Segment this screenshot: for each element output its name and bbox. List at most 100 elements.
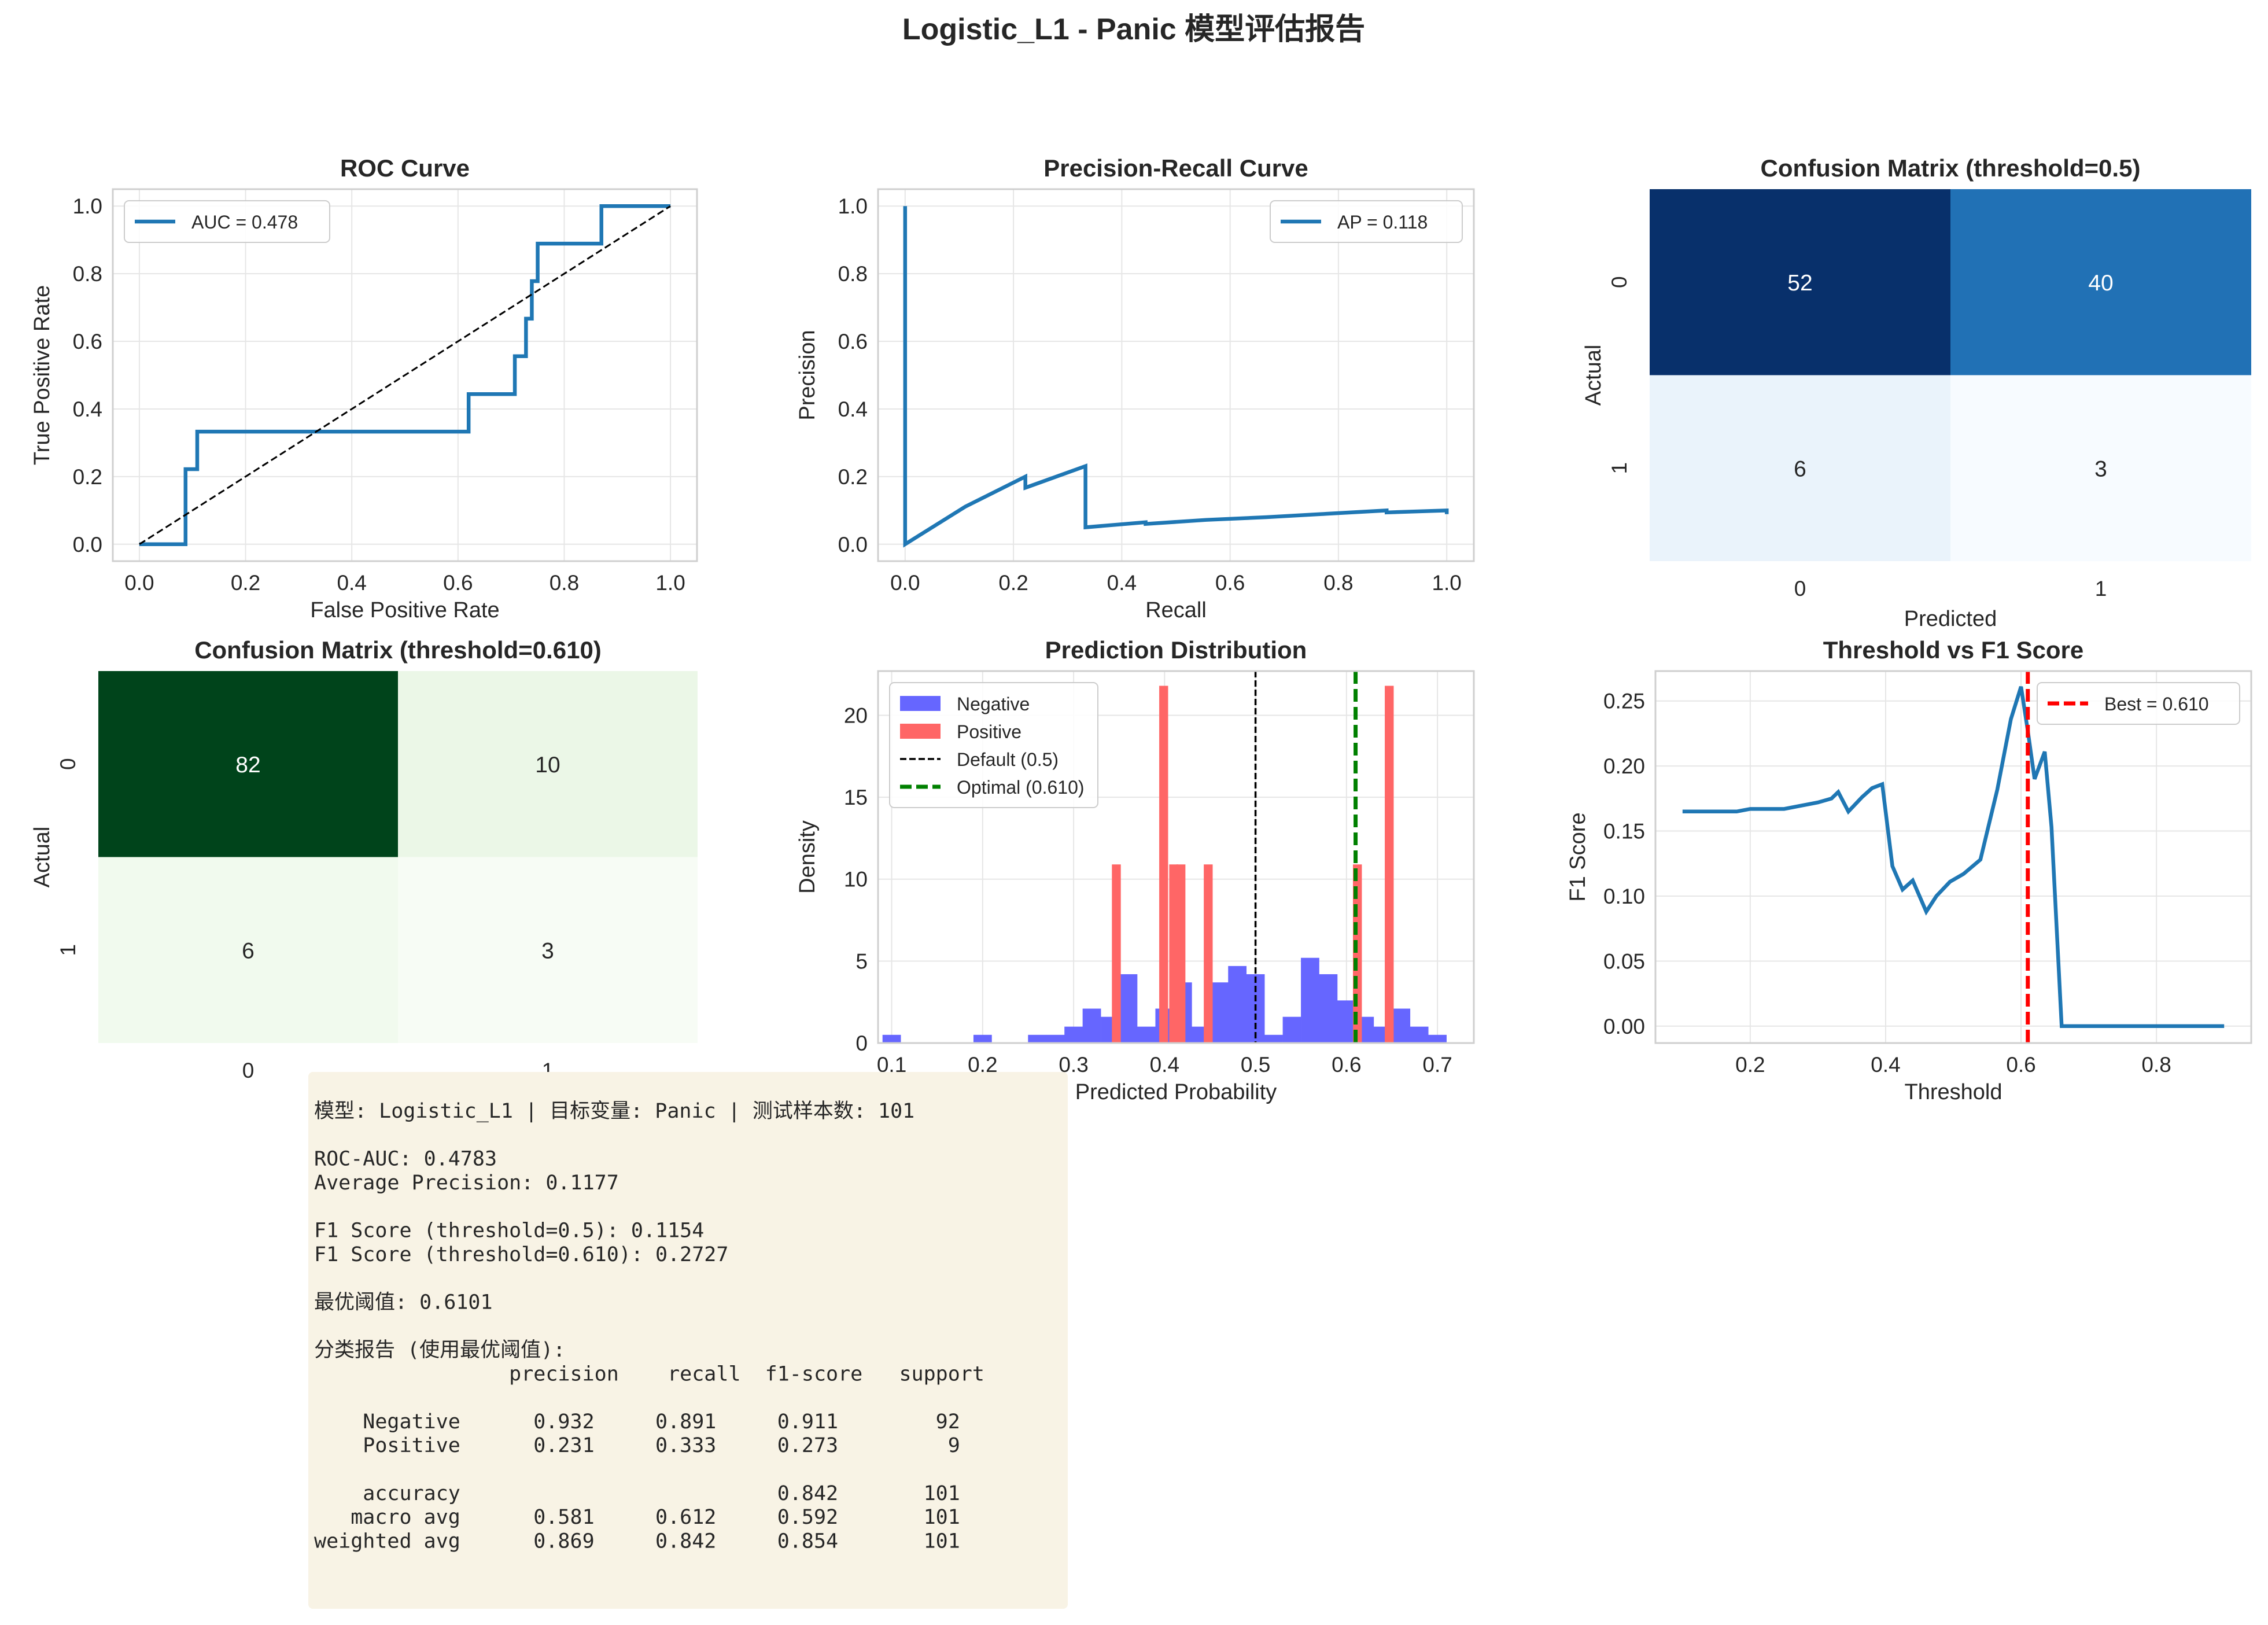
y-tick-label: 1	[56, 944, 80, 956]
y-tick-label: 20	[844, 703, 868, 727]
legend-label: AP = 0.118	[1337, 212, 1428, 233]
report-line: precision recall f1-score support	[314, 1362, 984, 1386]
report-line: weighted avg 0.869 0.842 0.854 101	[314, 1530, 960, 1553]
x-tick-label: 0	[1794, 577, 1806, 600]
x-axis-label: Threshold	[1905, 1080, 2003, 1104]
x-tick-label: 0.2	[998, 571, 1028, 595]
plot-frame	[1654, 670, 2252, 1044]
y-tick-label: 15	[844, 786, 868, 809]
report-line: F1 Score (threshold=0.610): 0.2727	[314, 1243, 728, 1266]
y-tick-label: 0	[855, 1031, 868, 1055]
plot-area	[1655, 671, 2251, 1043]
heatmap-cell	[1650, 189, 1950, 375]
histogram-bar-positive	[1204, 864, 1213, 1043]
x-tick-label: 0.4	[1150, 1053, 1179, 1077]
y-axis-label: Density	[795, 820, 820, 894]
legend-swatch	[900, 696, 941, 711]
histogram-bar-negative	[1337, 1000, 1356, 1043]
roc-curve-chart: 0.0 0.2 0.4 0.6 0.8 1.0 0.0 0.2 0.4 0.6 0.8 1.0 ROC …	[30, 154, 698, 622]
x-axis-label: False Positive Rate	[310, 598, 499, 622]
legend-box	[889, 682, 1098, 808]
x-tick-label: 0.8	[2141, 1053, 2171, 1077]
report-line: macro avg 0.581 0.612 0.592 101	[314, 1506, 960, 1529]
chart-title: Confusion Matrix (threshold=0.5)	[1761, 154, 2141, 182]
legend-label: Positive	[957, 721, 1021, 742]
heatmap-cell-value: 3	[2094, 456, 2107, 481]
x-tick-label: 0.4	[1871, 1053, 1900, 1077]
x-tick-label: 0.0	[124, 571, 154, 595]
histogram-bar-negative	[1428, 1034, 1447, 1043]
x-tick-label: 0.2	[231, 571, 260, 595]
y-tick-label: 5	[855, 949, 868, 973]
legend-box	[1270, 200, 1463, 243]
report-line: 模型: Logistic_L1 | 目标变量: Panic | 测试样本数: 1…	[314, 1100, 914, 1123]
y-tick-label: 0.10	[1603, 885, 1645, 908]
report-line: Negative 0.932 0.891 0.911 92	[314, 1410, 960, 1434]
x-tick-label: 0.0	[890, 571, 920, 595]
y-tick-label: 1	[1607, 462, 1631, 474]
y-tick-label: 0.00	[1603, 1015, 1645, 1038]
y-tick-label: 0	[56, 758, 80, 770]
series-line	[903, 206, 1449, 548]
x-tick-label: 0.6	[443, 571, 473, 595]
legend-swatch	[900, 724, 941, 739]
y-tick-label: 0.25	[1603, 690, 1645, 713]
report-line: 分类报告 (使用最优阈值):	[314, 1339, 565, 1362]
report-text-block: 模型: Logistic_L1 | 目标变量: Panic | 测试样本数: 1…	[314, 1100, 984, 1553]
heatmap-cell	[1950, 189, 2251, 375]
confusion-matrix-default-chart: 52 40 6 3 0 1 0 1 Confusion Matrix (threshold=0.…	[1581, 154, 2251, 631]
histogram-bar-positive	[1176, 864, 1186, 1043]
heatmap-cell-value: 10	[535, 753, 560, 778]
histogram-bar-negative	[1209, 982, 1229, 1043]
y-tick-label: 10	[844, 868, 868, 891]
legend-label: Negative	[957, 694, 1030, 714]
histogram-bar-negative	[1028, 1034, 1047, 1043]
plot-frame	[877, 670, 1475, 1044]
chart-title: Precision-Recall Curve	[1043, 154, 1308, 182]
x-tick-label: 0.7	[1422, 1053, 1452, 1077]
heatmap-cell-value: 6	[1794, 456, 1806, 481]
histogram-bar-positive	[1112, 864, 1121, 1043]
y-axis-label: F1 Score	[1566, 812, 1590, 901]
figure-title: Logistic_L1 - Panic 模型评估报告	[902, 13, 1365, 46]
legend-box	[124, 200, 330, 243]
heatmap-cell	[98, 671, 398, 857]
histogram-bar-negative	[1119, 974, 1138, 1043]
classification-report-box: 模型: Logistic_L1 | 目标变量: Panic | 测试样本数: 1…	[308, 1072, 1068, 1609]
diagonal-reference-line	[139, 205, 671, 546]
histogram-bar-negative	[1392, 1008, 1411, 1043]
y-axis-label: True Positive Rate	[30, 285, 54, 465]
x-tick-label: 0.4	[337, 571, 366, 595]
y-axis-label: Actual	[30, 827, 54, 888]
chart-title: Prediction Distribution	[1045, 636, 1307, 664]
histogram-bar-negative	[1410, 1026, 1429, 1043]
y-tick-label: 0.4	[73, 397, 102, 421]
heatmap-cell-value: 6	[242, 938, 255, 963]
heatmap-cell	[1650, 375, 1950, 561]
histogram-bar-negative	[1082, 1008, 1101, 1043]
chart-title: Confusion Matrix (threshold=0.610)	[194, 636, 602, 664]
y-tick-label: 0.20	[1603, 754, 1645, 778]
legend-label: Optimal (0.610)	[957, 777, 1085, 798]
threshold-f1-chart: 0.2 0.4 0.6 0.8 0.00 0.05 0.10 0.15 0.20 0.25 Thre…	[1566, 636, 2252, 1104]
report-line: accuracy 0.842 101	[314, 1482, 960, 1505]
heatmap-cell	[1950, 375, 2251, 561]
heatmap-cell-value: 40	[2088, 271, 2113, 296]
report-line: F1 Score (threshold=0.5): 0.1154	[314, 1219, 704, 1243]
y-tick-label: 0.0	[838, 533, 868, 557]
heatmap-cell-value: 3	[541, 938, 554, 963]
report-line: 最优阈值: 0.6101	[314, 1291, 493, 1314]
histogram-bar-negative	[1264, 1034, 1283, 1043]
legend-box	[2037, 682, 2240, 725]
plot-frame	[877, 188, 1475, 562]
x-tick-label: 0.2	[1735, 1053, 1765, 1077]
heatmap-cell-value: 82	[235, 753, 260, 778]
report-background	[308, 1072, 1068, 1609]
y-tick-label: 0.6	[838, 330, 868, 353]
x-tick-label: 0.6	[1215, 571, 1245, 595]
histogram-bar-positive	[1169, 864, 1178, 1043]
x-axis-label: Predicted	[1904, 607, 1997, 631]
x-tick-label: 0.8	[550, 571, 579, 595]
